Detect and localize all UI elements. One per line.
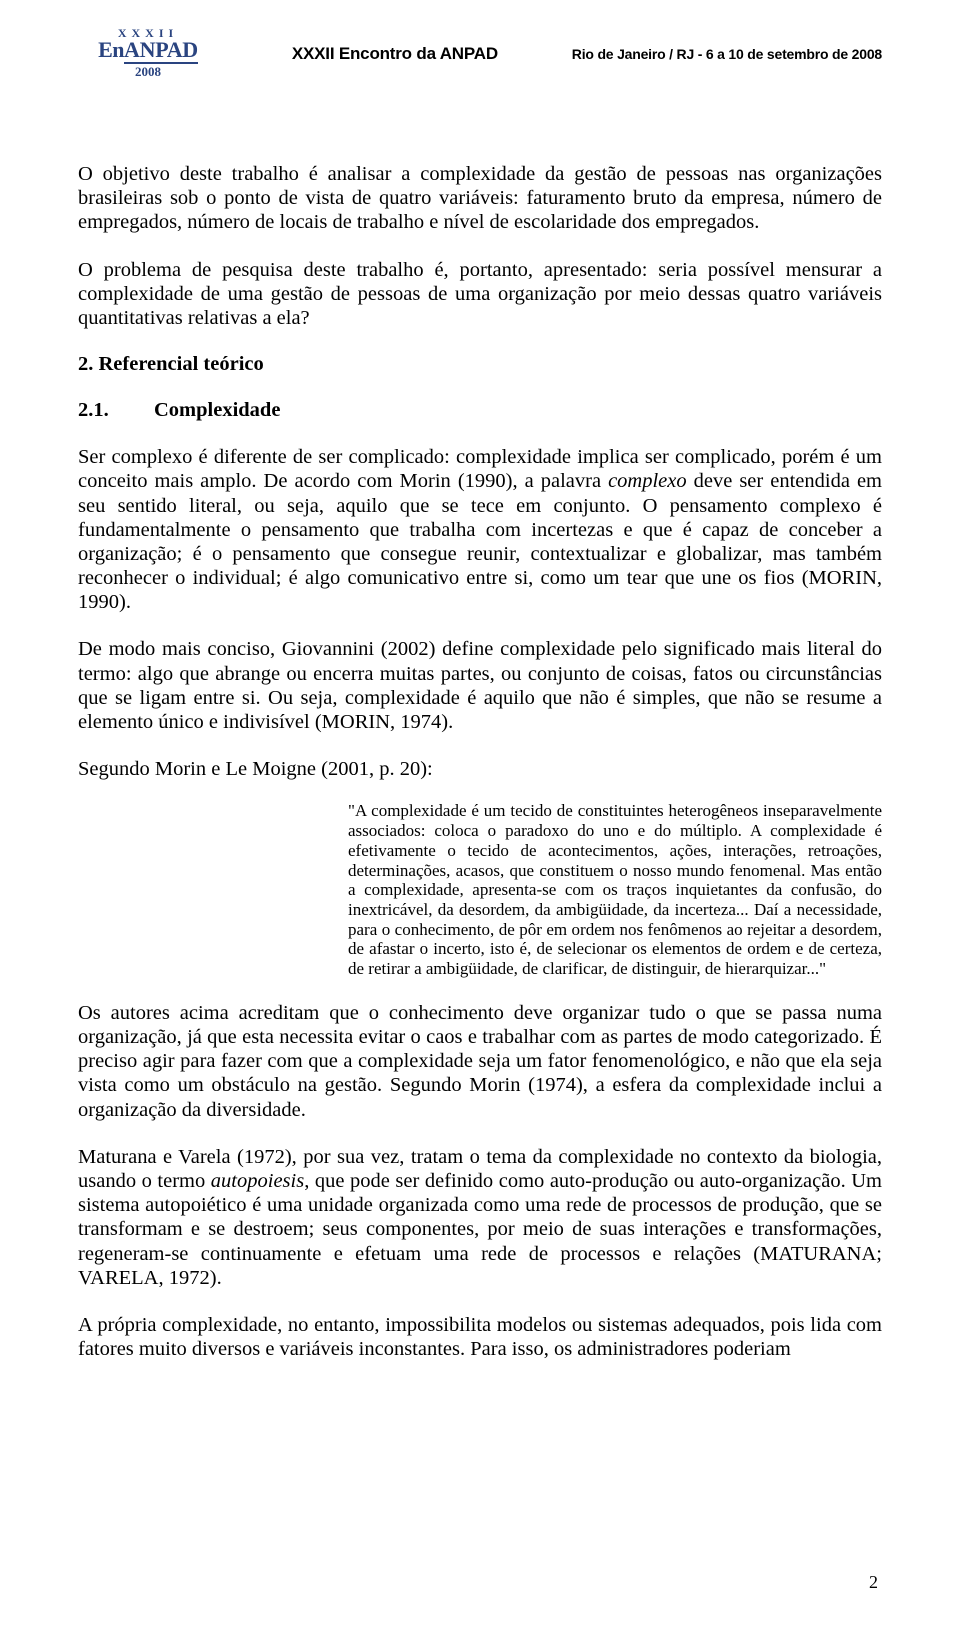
heading-referencial: 2. Referencial teórico xyxy=(78,353,882,376)
subheading-number: 2.1. xyxy=(78,399,154,422)
logo-year: 2008 xyxy=(135,64,161,81)
paragraph-giovannini: De modo mais conciso, Giovannini (2002) … xyxy=(78,637,882,734)
logo-anpad: ANPAD xyxy=(124,39,198,64)
paragraph-propria: A própria complexidade, no entanto, impo… xyxy=(78,1313,882,1361)
header-event-location: Rio de Janeiro / RJ - 6 a 10 de setembro… xyxy=(572,46,882,62)
paragraph-maturana: Maturana e Varela (1972), por sua vez, t… xyxy=(78,1145,882,1290)
italic-autopoiesis: autopoiesis xyxy=(211,1170,304,1192)
italic-complexo: complexo xyxy=(608,470,687,492)
header-event-title: XXXII Encontro da ANPAD xyxy=(292,44,498,64)
paragraph-problem: O problema de pesquisa deste trabalho é,… xyxy=(78,258,882,331)
enanpad-logo: XXXII EnANPAD 2008 xyxy=(78,21,218,87)
paragraph-autores: Os autores acima acreditam que o conheci… xyxy=(78,1001,882,1122)
subheading-label: Complexidade xyxy=(154,399,280,421)
paragraph-quote-lead: Segundo Morin e Le Moigne (2001, p. 20): xyxy=(78,757,882,781)
blockquote-morin: "A complexidade é um tecido de constitui… xyxy=(78,801,882,978)
subheading-complexidade: 2.1.Complexidade xyxy=(78,399,882,422)
page-number: 2 xyxy=(869,1572,878,1593)
logo-en: En xyxy=(98,39,124,61)
document-body: O objetivo deste trabalho é analisar a c… xyxy=(78,92,882,1361)
paragraph-complexo-def: Ser complexo é diferente de ser complica… xyxy=(78,445,882,614)
paragraph-objective: O objetivo deste trabalho é analisar a c… xyxy=(78,162,882,235)
page-header: XXXII EnANPAD 2008 XXXII Encontro da ANP… xyxy=(78,16,882,92)
